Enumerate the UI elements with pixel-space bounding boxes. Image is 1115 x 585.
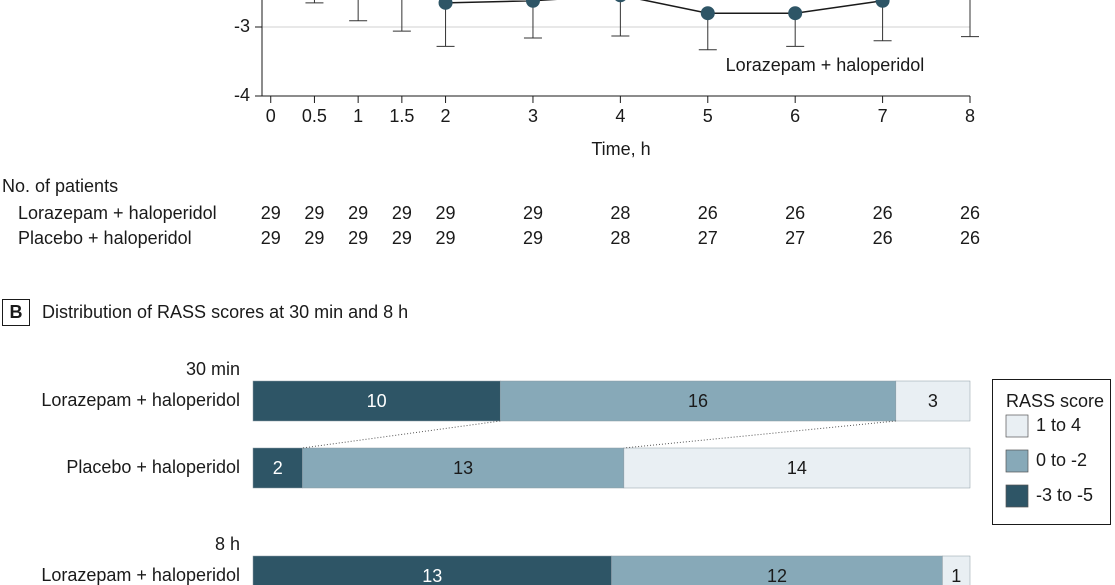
bar-value-label: 13 [422, 566, 442, 585]
legend-label: 0 to -2 [1036, 450, 1087, 470]
data-point [438, 0, 453, 10]
table-row-label: Lorazepam + haloperidol [18, 203, 217, 223]
category-label: Placebo + haloperidol [66, 457, 240, 477]
table-cell: 29 [436, 203, 456, 223]
series-annotation: Lorazepam + haloperidol [726, 55, 925, 75]
table-cell: 26 [960, 228, 980, 248]
table-cell: 27 [785, 228, 805, 248]
table-cell: 29 [523, 228, 543, 248]
group-label: 30 min [186, 359, 240, 379]
x-tick-label: 5 [703, 106, 713, 126]
x-tick-label: 2 [441, 106, 451, 126]
x-tick-label: 6 [790, 106, 800, 126]
bar-segment [611, 555, 943, 585]
data-point [525, 0, 540, 8]
bar-segment [942, 555, 971, 585]
table-cell: 26 [960, 203, 980, 223]
table-cell: 26 [873, 228, 893, 248]
bar-segment [252, 447, 303, 489]
table-cell: 29 [304, 228, 324, 248]
bar-segment [252, 555, 612, 585]
legend-label: -3 to -5 [1036, 485, 1093, 505]
bar-value-label: 3 [928, 391, 938, 411]
x-axis-label: Time, h [591, 139, 650, 159]
panel-title: Distribution of RASS scores at 30 min an… [42, 302, 408, 322]
table-cell: 27 [698, 228, 718, 248]
bar-value-label: 1 [951, 566, 961, 585]
series-line [445, 0, 883, 14]
bar-value-label: 13 [453, 458, 473, 478]
legend-swatch [1005, 484, 1029, 508]
table-cell: 29 [348, 203, 368, 223]
table-cell: 29 [261, 203, 281, 223]
panel-label: B [10, 302, 23, 322]
bar-value-label: 12 [767, 566, 787, 585]
category-label: Lorazepam + haloperidol [41, 565, 240, 585]
table-cell: 26 [785, 203, 805, 223]
bar-value-label: 16 [688, 391, 708, 411]
x-tick-label: 3 [528, 106, 538, 126]
table-cell: 29 [261, 228, 281, 248]
x-tick-label: 8 [965, 106, 975, 126]
bar-segment [252, 380, 501, 422]
connector [623, 420, 896, 449]
table-title: No. of patients [2, 176, 118, 196]
bar-value-label: 10 [367, 391, 387, 411]
data-point [875, 0, 890, 8]
y-tick-label: -3 [234, 16, 250, 36]
table-cell: 29 [392, 228, 412, 248]
table-cell: 29 [523, 203, 543, 223]
bar-segment [895, 380, 971, 422]
table-cell: 26 [698, 203, 718, 223]
x-tick-label: 4 [615, 106, 625, 126]
table-cell: 28 [610, 203, 630, 223]
connector [302, 420, 501, 449]
data-point [615, 0, 626, 3]
table-cell: 29 [348, 228, 368, 248]
table-cell: 29 [304, 203, 324, 223]
bar-value-label: 14 [787, 458, 807, 478]
table-cell: 29 [436, 228, 456, 248]
x-tick-label: 7 [878, 106, 888, 126]
panel-label-box [2, 299, 30, 326]
x-tick-label: 0.5 [302, 106, 327, 126]
group-label: 8 h [215, 534, 240, 554]
table-cell: 28 [610, 228, 630, 248]
y-tick-label: -4 [234, 85, 250, 105]
legend-swatch [1005, 449, 1029, 473]
table-cell: 26 [873, 203, 893, 223]
x-tick-label: 0 [266, 106, 276, 126]
bar-value-label: 2 [273, 458, 283, 478]
data-point [788, 6, 803, 21]
table-row-label: Placebo + haloperidol [18, 228, 192, 248]
bar-segment [499, 380, 897, 422]
x-tick-label: 1 [353, 106, 363, 126]
category-label: Lorazepam + haloperidol [41, 390, 240, 410]
legend-swatch [1005, 414, 1029, 438]
data-point [700, 6, 715, 21]
legend-label: 1 to 4 [1036, 415, 1081, 435]
table-cell: 29 [392, 203, 412, 223]
bar-segment [302, 447, 625, 489]
x-tick-label: 1.5 [389, 106, 414, 126]
legend-title: RASS score [1006, 391, 1104, 411]
bar-segment [623, 447, 971, 489]
